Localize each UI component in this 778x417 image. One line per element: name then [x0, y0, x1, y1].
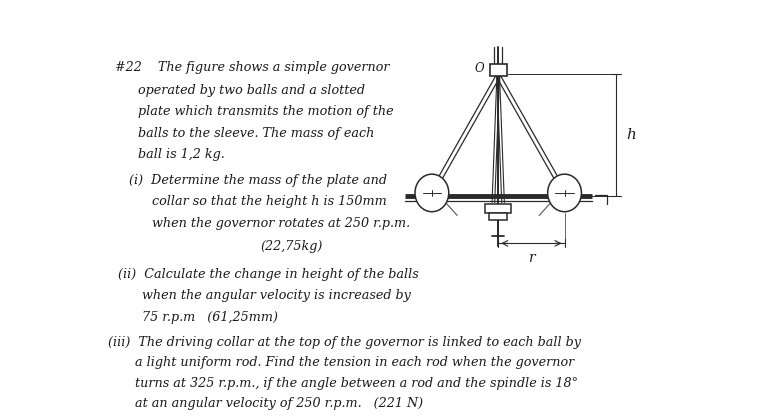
Text: operated by two balls and a slotted: operated by two balls and a slotted [138, 84, 365, 97]
Text: balls to the sleeve. The mass of each: balls to the sleeve. The mass of each [138, 127, 375, 140]
Bar [485, 204, 511, 213]
Text: (iii)  The driving collar at the top of the governor is linked to each ball by: (iii) The driving collar at the top of t… [108, 337, 581, 349]
Text: a light uniform rod. Find the tension in each rod when the governor: a light uniform rod. Find the tension in… [135, 356, 574, 369]
Text: at an angular velocity of 250 r.p.m.   (221 N): at an angular velocity of 250 r.p.m. (22… [135, 397, 422, 410]
Text: 75 r.p.m   (61,25mm): 75 r.p.m (61,25mm) [142, 311, 279, 324]
Text: r: r [528, 251, 534, 265]
Bar [490, 63, 506, 76]
Text: h: h [626, 128, 636, 142]
Text: when the governor rotates at 250 r.p.m.: when the governor rotates at 250 r.p.m. [152, 217, 410, 230]
Text: collar so that the height h is 150mm: collar so that the height h is 150mm [152, 196, 386, 208]
Text: turns at 325 r.p.m., if the angle between a rod and the spindle is 18°: turns at 325 r.p.m., if the angle betwee… [135, 377, 577, 390]
Text: (ii)  Calculate the change in height of the balls: (ii) Calculate the change in height of t… [118, 268, 419, 281]
Text: (i)  Determine the mass of the plate and: (i) Determine the mass of the plate and [128, 174, 387, 187]
Text: plate which transmits the motion of the: plate which transmits the motion of the [138, 105, 394, 118]
Text: #22    The figure shows a simple governor: #22 The figure shows a simple governor [115, 61, 390, 74]
Ellipse shape [415, 174, 449, 212]
Ellipse shape [548, 174, 581, 212]
Text: (22,75kg): (22,75kg) [260, 240, 322, 253]
Text: ball is 1,2 kg.: ball is 1,2 kg. [138, 148, 225, 161]
Bar [489, 213, 507, 220]
Text: O: O [474, 62, 484, 75]
Text: when the angular velocity is increased by: when the angular velocity is increased b… [142, 289, 412, 302]
